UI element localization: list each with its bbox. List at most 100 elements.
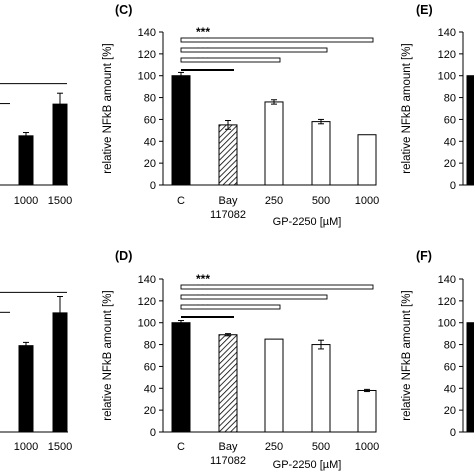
chart-panel: (D) 0 20 40 60 80 100 120 140 relative NFkB amoun… [102, 249, 379, 471]
panel-label: (E) [416, 3, 433, 17]
significance-bar [180, 57, 281, 63]
bar [218, 124, 238, 186]
y-tick-label: 40 [144, 383, 156, 395]
group-label: GP-2250 [µM] [273, 216, 342, 228]
y-tick-label: 60 [144, 114, 156, 126]
x-tick-label: 250 [265, 195, 283, 207]
x-tick-label: 1000 [355, 441, 379, 453]
y-tick-label: 20 [144, 405, 156, 417]
x-tick-label-line: 500 [312, 195, 330, 207]
x-tick-label: 1500 [48, 441, 72, 453]
x-tick-label: C [177, 441, 185, 453]
x-tick-label: 500 [312, 195, 330, 207]
bar [171, 75, 191, 186]
y-tick-label: 60 [444, 361, 456, 373]
x-tick-label-line: 1000 [355, 195, 379, 207]
y-tick-label: 140 [438, 274, 456, 286]
y-tick-label: 40 [444, 136, 456, 148]
y-tick-label: 120 [138, 296, 156, 308]
group-label: GP-2250 [µM] [273, 459, 342, 471]
y-tick-label: 80 [444, 340, 456, 352]
y-tick-label: 40 [444, 383, 456, 395]
bar [264, 338, 284, 433]
bar [18, 345, 34, 433]
bar [466, 75, 474, 186]
y-tick-label: 140 [138, 274, 156, 286]
chart-panel: (F) 0 20 40 60 80 100 120 140 relative NFkB amoun… [401, 249, 474, 439]
y-axis-label: relative NFkB amount [%] [102, 43, 114, 173]
y-tick-label: 0 [450, 180, 456, 192]
significance-bar [180, 284, 374, 290]
y-tick-label: 80 [144, 93, 156, 105]
y-tick-label: 100 [438, 71, 456, 83]
y-tick-label: 60 [444, 114, 456, 126]
y-tick-label: 120 [438, 49, 456, 61]
significance-stars: *** [196, 25, 210, 39]
x-tick-label-line: Bay [219, 195, 238, 207]
x-tick-label-line: 1500 [48, 441, 72, 453]
x-tick-label: C [177, 195, 185, 207]
significance-bar [180, 304, 281, 310]
y-tick-label: 80 [144, 340, 156, 352]
x-tick-label-line: 250 [265, 441, 283, 453]
y-axis-label: relative NFkB amount [%] [102, 290, 114, 420]
x-tick-label-line: C [177, 195, 185, 207]
chart-panel: (C) 0 20 40 60 80 100 120 140 relative NFkB amoun… [102, 3, 379, 228]
bar [311, 121, 331, 186]
y-axis-label: relative NFkB amount [%] [401, 43, 413, 173]
bar [311, 344, 331, 433]
significance-stars: *** [196, 272, 210, 286]
x-tick-label: 1000 [14, 195, 38, 207]
y-tick-label: 80 [444, 93, 456, 105]
x-tick-label-line: 1000 [14, 441, 38, 453]
y-tick-label: 140 [138, 27, 156, 39]
x-tick-label-line: 250 [265, 195, 283, 207]
panel-label: (C) [115, 3, 132, 17]
x-tick-label: Bay 117082 [210, 441, 246, 467]
y-tick-label: 0 [150, 180, 156, 192]
significance-bar [180, 37, 374, 43]
x-tick-label-line: 117082 [210, 209, 246, 221]
x-tick-label: 1000 [355, 195, 379, 207]
x-tick-label-line: 500 [312, 441, 330, 453]
x-tick-label: 1000 [14, 441, 38, 453]
x-tick-label-line: 117082 [210, 455, 246, 467]
y-tick-label: 120 [138, 49, 156, 61]
y-axis-label: relative NFkB amount [%] [401, 290, 413, 420]
x-tick-label: 250 [265, 441, 283, 453]
bar [171, 322, 191, 433]
bar [52, 312, 68, 433]
bar [18, 135, 34, 186]
significance-bar [180, 47, 328, 53]
x-tick-label-line: 1500 [48, 195, 72, 207]
y-tick-label: 20 [144, 158, 156, 170]
chart-panel: 1000 1500 [0, 83, 72, 207]
y-tick-label: 100 [138, 71, 156, 83]
bar [357, 134, 377, 186]
y-tick-label: 20 [444, 405, 456, 417]
significance-bar [180, 294, 328, 300]
y-tick-label: 100 [138, 318, 156, 330]
chart-panel: 1000 1500 [0, 291, 72, 453]
bar [357, 389, 377, 433]
y-tick-label: 100 [438, 318, 456, 330]
bar [218, 334, 238, 433]
bar [264, 101, 284, 186]
y-tick-label: 60 [144, 361, 156, 373]
y-tick-label: 0 [150, 427, 156, 439]
x-tick-label-line: 1000 [14, 195, 38, 207]
panel-label: (D) [115, 249, 132, 263]
y-tick-label: 20 [444, 158, 456, 170]
x-tick-label-line: C [177, 441, 185, 453]
x-tick-label: 500 [312, 441, 330, 453]
x-tick-label: Bay 117082 [210, 195, 246, 221]
y-tick-label: 140 [438, 27, 456, 39]
x-tick-label-line: 1000 [355, 441, 379, 453]
y-tick-label: 40 [144, 136, 156, 148]
bar [52, 103, 68, 186]
bar [466, 322, 474, 433]
x-tick-label-line: Bay [219, 441, 238, 453]
chart-panel: (E) 0 20 40 60 80 100 120 140 relative NFkB amoun… [401, 3, 474, 192]
y-tick-label: 0 [450, 427, 456, 439]
